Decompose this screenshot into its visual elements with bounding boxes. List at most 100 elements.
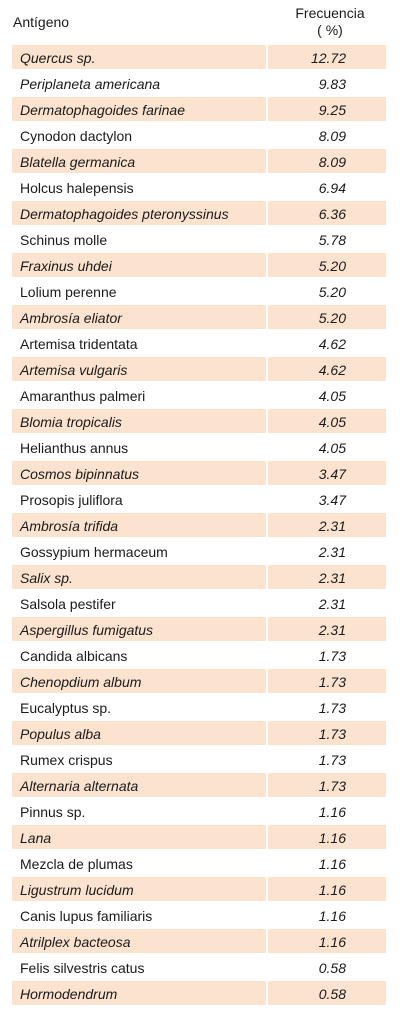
antigen-name: Schinus molle (20, 232, 108, 248)
antigen-name: Blomia tropicalis (20, 414, 122, 430)
antigen-name: Canis lupus familiaris (20, 908, 153, 924)
antigen-cell: Schinus molle (12, 227, 266, 251)
table-row: Rumex crispus 1.73 (0, 746, 400, 772)
antigen-name: Ligustrum lucidum (20, 882, 134, 898)
frequency-value: 3.47 (318, 492, 346, 508)
table-row: Mezcla de plumas 1.16 (0, 850, 400, 876)
table-row: Hormodendrum 0.58 (0, 980, 400, 1006)
frequency-cell: 1.73 (268, 721, 386, 745)
antigen-name: Chenopdium album (20, 674, 142, 690)
frequency-cell: 1.73 (268, 747, 386, 771)
antigen-cell: Artemisa tridentata (12, 331, 266, 355)
antigen-name: Dermatophagoides pteronyssinus (20, 206, 229, 222)
frequency-value: 6.36 (318, 206, 346, 222)
table-row: Gossypium hermaceum 2.31 (0, 538, 400, 564)
antigen-cell: Dermatophagoides farinae (12, 97, 266, 121)
frequency-value: 0.58 (318, 960, 346, 976)
frequency-value: 1.73 (318, 674, 346, 690)
antigen-cell: Chenopdium album (12, 669, 266, 693)
frequency-value: 2.31 (318, 544, 346, 560)
frequency-value: 3.47 (318, 466, 346, 482)
frequency-cell: 9.83 (268, 71, 386, 95)
table-row: Cynodon dactylon 8.09 (0, 122, 400, 148)
antigen-cell: Ligustrum lucidum (12, 877, 266, 901)
frequency-cell: 1.16 (268, 825, 386, 849)
frequency-value: 1.16 (318, 856, 346, 872)
frequency-cell: 4.05 (268, 383, 386, 407)
frequency-value: 0.58 (318, 986, 346, 1002)
frequency-cell: 4.62 (268, 357, 386, 381)
frequency-cell: 2.31 (268, 591, 386, 615)
table-row: Holcus halepensis 6.94 (0, 174, 400, 200)
table-row: Candida albicans 1.73 (0, 642, 400, 668)
antigen-cell: Gossypium hermaceum (12, 539, 266, 563)
frequency-value: 5.20 (318, 258, 346, 274)
frequency-value: 1.73 (318, 752, 346, 768)
antigen-cell: Hormodendrum (12, 981, 266, 1005)
antigen-cell: Artemisa vulgaris (12, 357, 266, 381)
antigen-name: Mezcla de plumas (20, 856, 133, 872)
table-row: Periplaneta americana 9.83 (0, 70, 400, 96)
table-body: Quercus sp. 12.72 Periplaneta americana 9.8… (0, 44, 400, 1006)
frequency-cell: 5.20 (268, 253, 386, 277)
frequency-value: 4.05 (318, 414, 346, 430)
antigen-cell: Blomia tropicalis (12, 409, 266, 433)
antigen-name: Artemisa vulgaris (20, 362, 128, 378)
antigen-cell: Helianthus annus (12, 435, 266, 459)
antigen-name: Artemisa tridentata (20, 336, 138, 352)
antigen-name: Ambrosía eliator (20, 310, 122, 326)
frequency-value: 12.72 (310, 50, 346, 66)
antigen-cell: Periplaneta americana (12, 71, 266, 95)
antigen-cell: Populus alba (12, 721, 266, 745)
antigen-name: Lolium perenne (20, 284, 117, 300)
antigen-cell: Cynodon dactylon (12, 123, 266, 147)
frequency-cell: 2.31 (268, 565, 386, 589)
frequency-value: 1.73 (318, 778, 346, 794)
table-row: Dermatophagoides farinae 9.25 (0, 96, 400, 122)
frequency-cell: 1.16 (268, 877, 386, 901)
frequency-value: 1.16 (318, 804, 346, 820)
antigen-cell: Fraxinus uhdei (12, 253, 266, 277)
antigen-name: Felis silvestris catus (20, 960, 145, 976)
antigen-name: Gossypium hermaceum (20, 544, 168, 560)
header-frequency: Frecuencia ( %) (270, 5, 390, 39)
frequency-value: 1.16 (318, 830, 346, 846)
table-row: Dermatophagoides pteronyssinus 6.36 (0, 200, 400, 226)
antigen-cell: Salsola pestifer (12, 591, 266, 615)
antigen-name: Aspergillus fumigatus (20, 622, 154, 638)
table-row: Ambrosía trifida 2.31 (0, 512, 400, 538)
frequency-value: 1.73 (318, 700, 346, 716)
frequency-cell: 2.31 (268, 539, 386, 563)
antigen-cell: Dermatophagoides pteronyssinus (12, 201, 266, 225)
antigen-name: Quercus sp. (20, 50, 96, 66)
frequency-cell: 9.25 (268, 97, 386, 121)
antigen-cell: Mezcla de plumas (12, 851, 266, 875)
antigen-name: Eucalyptus sp. (20, 700, 112, 716)
antigen-name: Dermatophagoides farinae (20, 102, 185, 118)
antigen-name: Fraxinus uhdei (20, 258, 112, 274)
frequency-cell: 4.05 (268, 435, 386, 459)
frequency-value: 8.09 (318, 128, 346, 144)
antigen-cell: Eucalyptus sp. (12, 695, 266, 719)
frequency-value: 4.05 (318, 388, 346, 404)
table-row: Populus alba 1.73 (0, 720, 400, 746)
frequency-cell: 1.73 (268, 695, 386, 719)
frequency-cell: 1.16 (268, 929, 386, 953)
antigen-name: Blatella germanica (20, 154, 136, 170)
table-row: Pinnus sp. 1.16 (0, 798, 400, 824)
antigen-name: Rumex crispus (20, 752, 113, 768)
table-row: Blomia tropicalis 4.05 (0, 408, 400, 434)
frequency-value: 5.20 (318, 310, 346, 326)
frequency-cell: 5.20 (268, 279, 386, 303)
antigen-name: Ambrosía trifida (20, 518, 119, 534)
frequency-cell: 2.31 (268, 513, 386, 537)
frequency-cell: 4.05 (268, 409, 386, 433)
table-row: Quercus sp. 12.72 (0, 44, 400, 70)
table-row: Atrilplex bacteosa 1.16 (0, 928, 400, 954)
antigen-cell: Blatella germanica (12, 149, 266, 173)
table-header: Antígeno Frecuencia ( %) (0, 0, 400, 44)
frequency-value: 4.62 (318, 362, 346, 378)
frequency-value: 2.31 (318, 518, 346, 534)
antigen-cell: Aspergillus fumigatus (12, 617, 266, 641)
